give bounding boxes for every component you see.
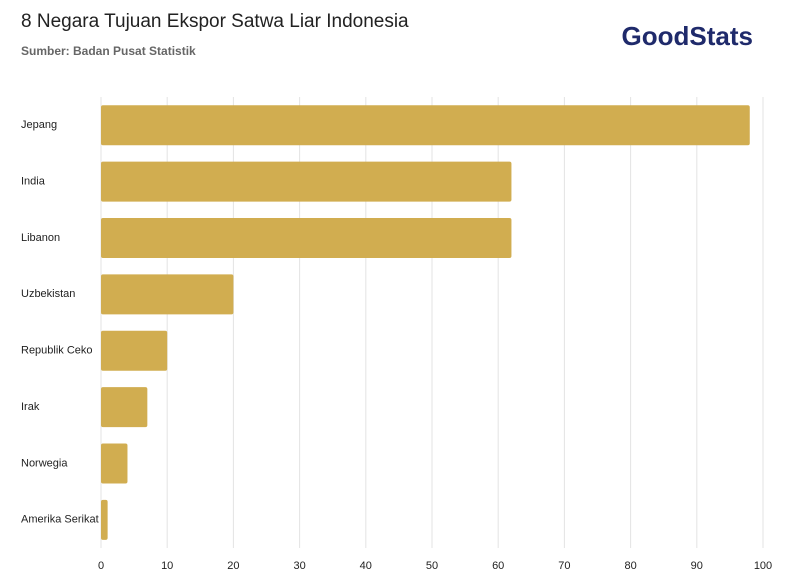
x-tick-label: 30 xyxy=(293,560,305,572)
y-tick-label: Amerika Serikat xyxy=(21,514,99,526)
y-tick-label: Jepang xyxy=(21,119,57,131)
bar xyxy=(101,443,128,484)
x-tick-label: 40 xyxy=(360,560,372,572)
bar xyxy=(101,330,168,371)
x-tick-label: 80 xyxy=(624,560,636,572)
bar xyxy=(101,274,234,315)
y-tick-label: Uzbekistan xyxy=(21,288,75,300)
x-tick-label: 70 xyxy=(558,560,570,572)
y-tick-label: Libanon xyxy=(21,232,60,244)
y-tick-label: Republik Ceko xyxy=(21,345,93,357)
chart-title: 8 Negara Tujuan Ekspor Satwa Liar Indone… xyxy=(21,11,409,32)
bar xyxy=(101,161,512,202)
bar xyxy=(101,105,750,146)
bar xyxy=(101,499,108,540)
x-tick-label: 0 xyxy=(98,560,104,572)
x-tick-label: 20 xyxy=(227,560,239,572)
x-tick-label: 100 xyxy=(754,560,772,572)
bar xyxy=(101,387,148,428)
logo: GoodStats xyxy=(622,21,753,51)
bar xyxy=(101,217,512,258)
x-tick-label: 60 xyxy=(492,560,504,572)
x-tick-label: 90 xyxy=(691,560,703,572)
x-tick-label: 10 xyxy=(161,560,173,572)
y-tick-label: Norwegia xyxy=(21,457,68,469)
chart-subtitle: Sumber: Badan Pusat Statistik xyxy=(21,44,196,58)
y-tick-label: India xyxy=(21,175,46,187)
y-tick-label: Irak xyxy=(21,401,40,413)
x-tick-label: 50 xyxy=(426,560,438,572)
